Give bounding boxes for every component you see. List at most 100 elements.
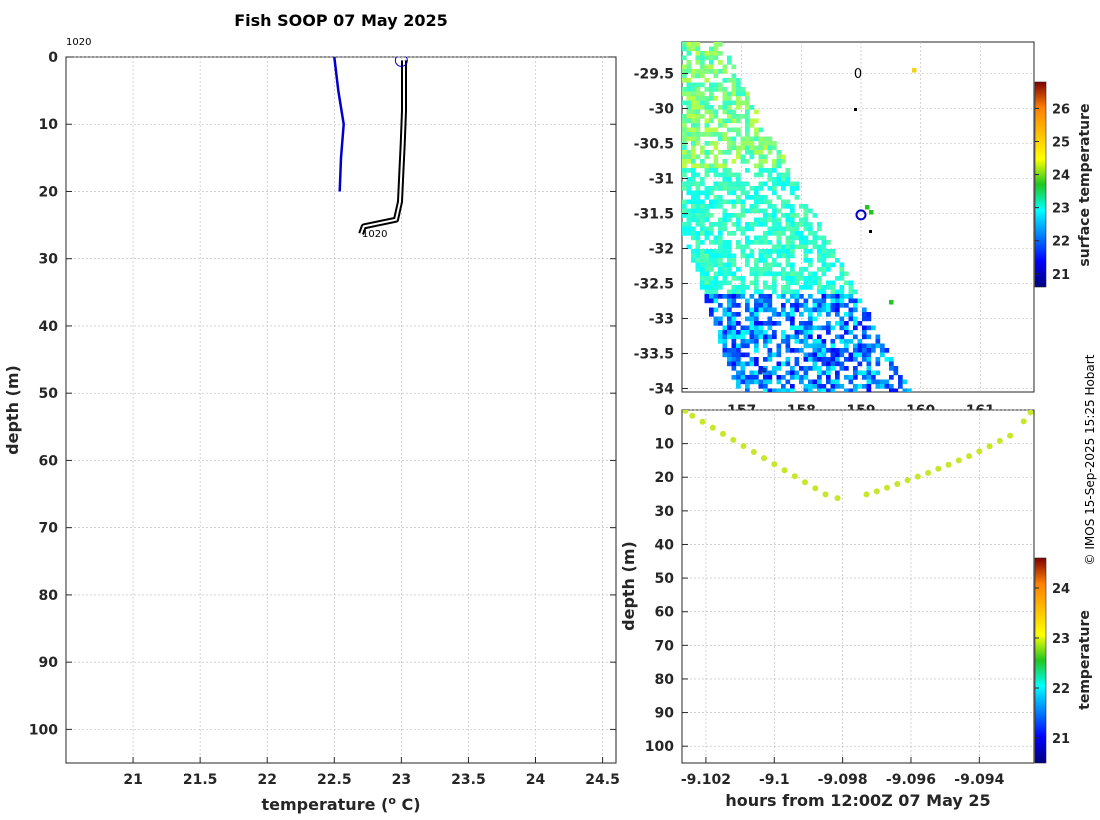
map-sst-cell: [812, 339, 818, 344]
map-sst-cell: [709, 55, 714, 61]
map-sst-cell: [763, 141, 768, 146]
map-sst-cell: [722, 186, 728, 191]
section-colorbar: [1034, 557, 1047, 764]
map-sst-cell: [686, 118, 692, 124]
map-sst-cell: [740, 204, 746, 209]
map-sst-cell: [709, 199, 714, 205]
map-sst-cell: [718, 235, 723, 241]
map-sst-cell: [835, 348, 840, 353]
map-sst-cell: [718, 199, 723, 205]
map-y-tick-label: -32: [649, 242, 674, 258]
map-sst-cell: [866, 361, 872, 367]
map-sst-cell: [758, 217, 764, 223]
map-sst-cell: [853, 384, 858, 389]
map-sst-cell: [691, 217, 696, 223]
map-sst-cell: [785, 379, 791, 385]
map-sst-cell: [700, 91, 705, 97]
map-sst-cell: [871, 348, 876, 353]
map-sst-cell: [713, 298, 719, 304]
map-sst-cell: [848, 330, 854, 335]
map-sst-cell: [871, 343, 876, 349]
map-sst-cell: [731, 73, 737, 79]
map-sst-cell: [821, 267, 827, 272]
map-sst-cell: [727, 267, 732, 272]
map-sst-cell: [754, 271, 759, 277]
map-sst-cell: [691, 253, 696, 259]
section-y-tick-label: 80: [655, 672, 675, 688]
map-sst-cell: [866, 348, 872, 353]
map-sst-cell: [758, 222, 764, 227]
map-sst-cell: [790, 253, 795, 259]
map-sst-cell: [695, 258, 701, 263]
map-sst-cell: [727, 168, 732, 173]
map-sst-cell: [839, 339, 845, 344]
map-sst-cell: [785, 244, 791, 250]
map-sst-cell: [772, 163, 777, 169]
map-sst-cell: [812, 325, 818, 331]
section-y-axis-label: depth (m): [619, 541, 638, 631]
map-sst-cell: [736, 361, 741, 367]
map-sst-cell: [736, 114, 741, 119]
map-sst-cell: [758, 145, 764, 151]
map-sst-cell: [704, 280, 710, 286]
section-point: [761, 455, 767, 462]
map-sst-cell: [731, 204, 737, 209]
map-sst-cell: [709, 204, 714, 209]
map-sst-cell: [713, 163, 719, 169]
map-sst-cell: [722, 352, 728, 358]
map-sst-cell: [830, 384, 836, 389]
map-sst-cell: [709, 114, 714, 119]
map-sst-cell: [709, 109, 714, 115]
map-sst-cell: [691, 235, 696, 241]
map-sst-cell: [727, 357, 732, 362]
map-sst-cell: [853, 321, 858, 326]
map-sst-cell: [848, 307, 854, 313]
map-sst-cell: [704, 163, 710, 169]
map-sst-cell: [835, 370, 840, 376]
map-sst-cell: [826, 379, 831, 385]
map-sst-cell: [695, 249, 701, 254]
map-sst-cell: [772, 366, 777, 371]
map-sst-cell: [727, 330, 732, 335]
map-sst-cell: [727, 312, 732, 317]
map-sst-cell: [790, 276, 795, 281]
map-sst-cell: [709, 289, 714, 295]
map-sst-cell: [713, 109, 719, 115]
map-sst-cell: [700, 231, 705, 236]
map-sst-cell: [731, 109, 737, 115]
map-sst-cell: [853, 370, 858, 376]
section-x-tick-label: -9.096: [886, 772, 936, 788]
map-sst-cell: [727, 321, 732, 326]
profile-x-tick-label: 21: [123, 772, 142, 788]
map-sst-cell: [776, 235, 782, 241]
map-sst-cell: [817, 226, 822, 232]
map-sst-cell: [857, 339, 863, 344]
map-sst-cell: [803, 208, 809, 214]
map-sst-cell: [844, 366, 849, 371]
map-sst-cell: [704, 87, 710, 92]
map-sst-cell: [844, 325, 849, 331]
map-sst-cell: [740, 199, 746, 205]
map-sst-cell: [808, 240, 813, 245]
section-point: [914, 473, 921, 480]
map-sst-cell: [781, 271, 786, 277]
map-sst-cell: [709, 298, 714, 304]
map-sst-cell: [862, 343, 867, 349]
map-sst-cell: [826, 249, 831, 254]
map-sst-cell: [682, 150, 687, 155]
map-sst-cell: [803, 370, 809, 376]
map-sst-cell: [700, 249, 705, 254]
map-sst-cell: [785, 316, 791, 322]
map-sst-cell: [754, 145, 759, 151]
map-sst-cell: [691, 123, 696, 128]
map-sst-cell: [875, 361, 881, 367]
map-sst-cell: [830, 352, 836, 358]
map-sst-cell: [709, 186, 714, 191]
map-sst-cell: [727, 348, 732, 353]
map-sst-cell: [884, 384, 890, 389]
map-sst-cell: [731, 91, 737, 97]
map-sst-cell: [830, 361, 836, 367]
map-sst-cell: [736, 118, 741, 124]
map-sst-cell: [767, 267, 773, 272]
map-sst-cell: [790, 280, 795, 286]
